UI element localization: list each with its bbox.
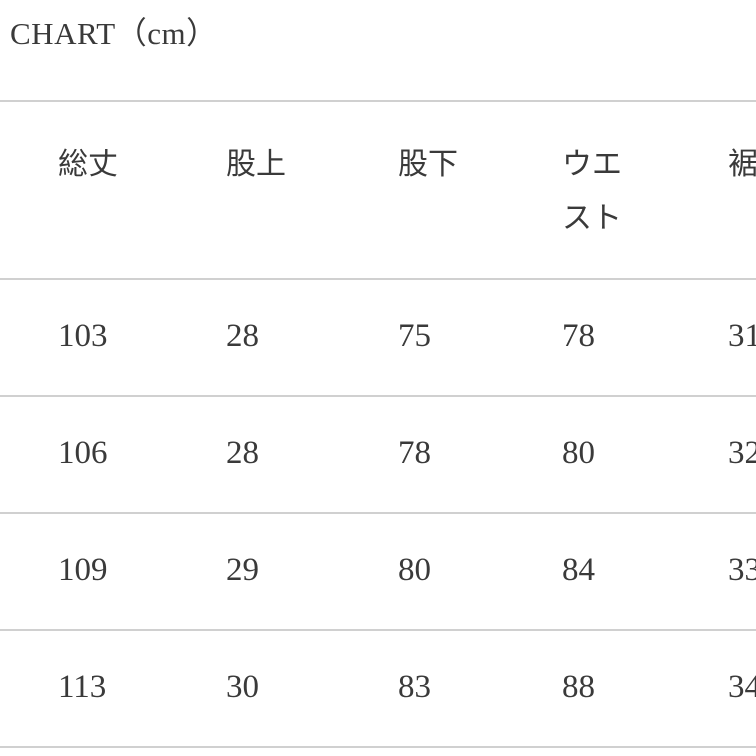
table-cell: 88 [562, 669, 595, 705]
table-cell: 113 [58, 669, 107, 705]
table-cell: 103 [58, 318, 108, 354]
table-cell: 28 [226, 435, 259, 471]
table-cell: 30 [226, 669, 259, 705]
table-cell: 78 [398, 435, 431, 471]
table-row: 103 28 75 78 31 [0, 278, 756, 395]
header-cell: 股下 [398, 147, 458, 182]
chart-title: CHART（cm） [10, 16, 218, 51]
size-table: 総丈 股上 股下 ウエスト 裾 103 28 75 78 31 106 28 78 80 32 10… [0, 100, 756, 748]
table-cell: 75 [398, 318, 431, 354]
header-cell: 裾 [728, 147, 756, 182]
table-cell: 78 [562, 318, 595, 354]
table-cell: 80 [562, 435, 595, 471]
table-cell: 106 [58, 435, 108, 471]
header-cell: ウエスト [562, 147, 622, 236]
table-cell: 28 [226, 318, 259, 354]
header-cell: 股上 [226, 147, 286, 182]
table-row: 113 30 83 88 34 [0, 629, 756, 748]
table-cell: 34 [728, 669, 756, 705]
table-cell: 33 [728, 552, 756, 588]
table-cell: 83 [398, 669, 431, 705]
table-cell: 31 [728, 318, 756, 354]
table-cell: 109 [58, 552, 108, 588]
table-cell: 29 [226, 552, 259, 588]
table-cell: 80 [398, 552, 431, 588]
table-row: 109 29 80 84 33 [0, 512, 756, 629]
header-cell: 総丈 [58, 147, 118, 182]
table-row: 106 28 78 80 32 [0, 395, 756, 512]
table-cell: 32 [728, 435, 756, 471]
table-cell: 84 [562, 552, 595, 588]
header-row: 総丈 股上 股下 ウエスト 裾 [0, 100, 756, 278]
